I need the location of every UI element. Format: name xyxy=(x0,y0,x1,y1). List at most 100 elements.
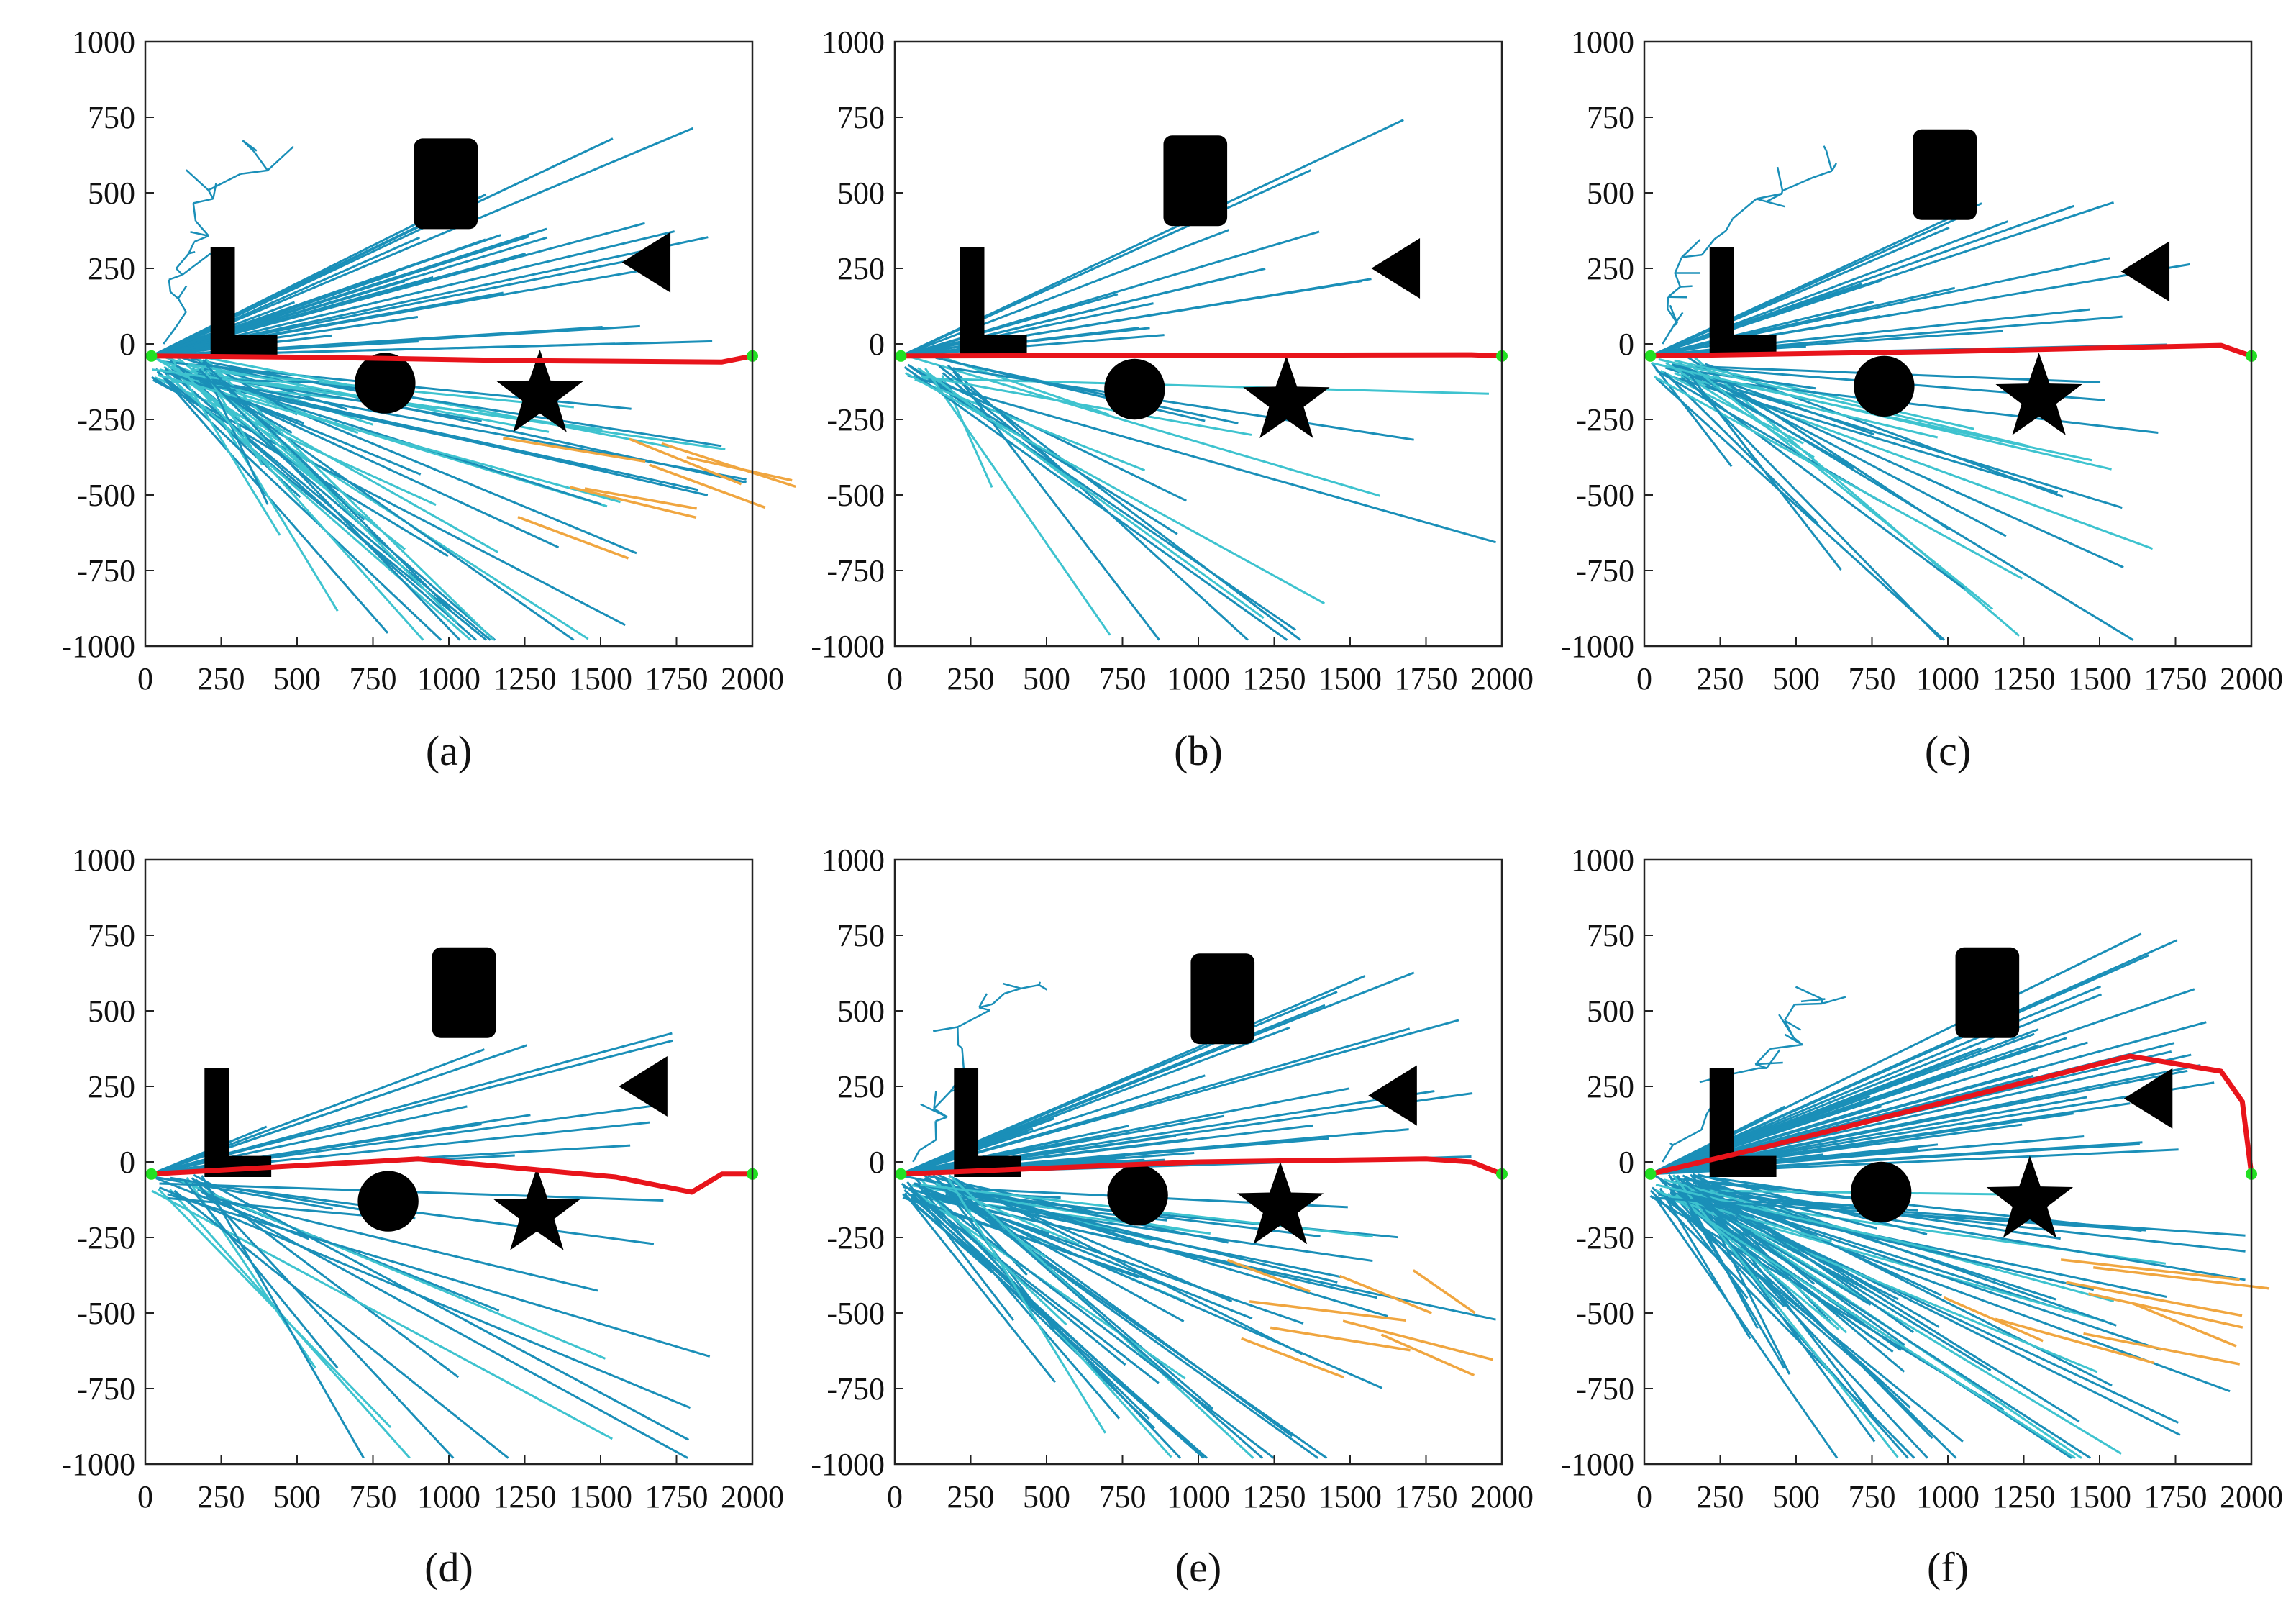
x-tick-label: 750 xyxy=(350,1479,397,1514)
tree-branch xyxy=(151,1189,613,1440)
tree-branch xyxy=(1693,1191,2161,1351)
tree-branch xyxy=(947,1178,1106,1434)
orange-branch xyxy=(629,437,742,486)
tree-branch xyxy=(176,364,293,434)
x-tick-label: 250 xyxy=(198,1479,245,1514)
x-tick-label: 1500 xyxy=(2068,1479,2131,1514)
obstacle-triangle xyxy=(1368,1065,1417,1126)
y-tick-label: 750 xyxy=(837,100,885,135)
tree-branch xyxy=(156,371,442,641)
y-tick-label: -750 xyxy=(77,553,135,589)
obstacle-rectangle xyxy=(1190,953,1255,1045)
tree-branch xyxy=(152,378,626,627)
tree-branch xyxy=(1674,273,1682,288)
orange-branch xyxy=(2066,1281,2243,1317)
orange-branch xyxy=(503,437,646,463)
obstacle-triangle xyxy=(619,1056,668,1117)
obstacle-star xyxy=(1986,1155,2074,1238)
tree-branch xyxy=(176,253,190,269)
tree-branch xyxy=(1649,211,1972,358)
tree-branch xyxy=(1665,362,1815,458)
tree-branch xyxy=(188,241,196,254)
y-tick-label: -500 xyxy=(1576,1296,1634,1331)
x-tick-label: 250 xyxy=(198,661,245,696)
tree-branch xyxy=(163,365,589,640)
tree-branch xyxy=(1698,1190,1876,1420)
obstacle-circle xyxy=(1850,1161,1912,1223)
tree-branch xyxy=(183,372,424,641)
tree-branch xyxy=(1756,193,1782,200)
y-tick-label: 1000 xyxy=(72,842,135,878)
tree-branch xyxy=(193,1173,690,1441)
tree-branch xyxy=(1667,286,1681,298)
y-tick-label: 1000 xyxy=(821,842,885,878)
tree-branch xyxy=(1725,218,1734,232)
y-tick-label: 250 xyxy=(1587,1069,1634,1104)
tree-branch xyxy=(192,203,197,222)
tree-branch xyxy=(903,1189,1208,1459)
tree-branch xyxy=(208,173,241,191)
tree-branch xyxy=(1701,238,1716,255)
y-tick-label: 750 xyxy=(88,100,135,135)
x-tick-label: 500 xyxy=(1023,1479,1070,1514)
obstacle-circle xyxy=(1854,355,1915,417)
tree-branch xyxy=(204,358,495,641)
tree-branch xyxy=(952,371,1160,641)
tree-branch xyxy=(1654,376,2023,580)
tree-branch xyxy=(1681,239,1701,258)
tree-branch xyxy=(205,1195,598,1292)
obstacle-star xyxy=(1243,355,1330,439)
orange-branch xyxy=(1241,1337,1345,1379)
tree-branch xyxy=(1692,1175,2117,1327)
obstacles xyxy=(210,138,671,432)
y-tick-label: -750 xyxy=(826,1371,885,1407)
tree-branch xyxy=(1831,163,1837,172)
obstacle-circle xyxy=(355,353,416,414)
y-tick-label: -250 xyxy=(826,1220,885,1255)
tree-branch xyxy=(150,234,501,358)
tree-branch xyxy=(1784,1019,1802,1031)
orange-branch xyxy=(2088,1292,2243,1329)
tree-branch xyxy=(151,1032,673,1176)
tree-branch xyxy=(157,373,621,504)
y-tick-label: -250 xyxy=(1576,1220,1634,1255)
y-tick-label: 750 xyxy=(1587,100,1634,135)
y-tick-label: -250 xyxy=(1576,402,1634,437)
obstacles xyxy=(204,947,668,1250)
tree-branch xyxy=(1700,1114,1708,1130)
tree-branch xyxy=(201,1191,688,1459)
x-tick-label: 250 xyxy=(947,661,995,696)
y-tick-label: 500 xyxy=(837,994,885,1029)
x-tick-label: 1000 xyxy=(1167,661,1230,696)
obstacle-triangle xyxy=(2123,1068,2173,1129)
tree-branch xyxy=(978,993,988,1008)
orange-branch xyxy=(1412,1269,1476,1314)
tree-branch xyxy=(1655,377,1946,641)
tree-branch xyxy=(914,1177,1182,1459)
tree-branch xyxy=(170,371,477,641)
tree-branch xyxy=(928,372,1080,489)
orange-branch xyxy=(584,487,697,510)
start-point xyxy=(1644,1168,1657,1180)
obstacle-star xyxy=(493,1168,580,1250)
y-tick-label: 500 xyxy=(1587,176,1634,211)
tree-branch xyxy=(919,1139,937,1151)
tree-branch xyxy=(1755,1061,1783,1066)
tree-branch xyxy=(1655,1184,1938,1252)
tree-branch xyxy=(1021,984,1039,990)
tree-branch xyxy=(933,1091,937,1109)
tree-branch xyxy=(942,1176,1264,1459)
x-tick-label: 750 xyxy=(1099,661,1147,696)
tree-branch xyxy=(933,1090,952,1109)
x-tick-label: 250 xyxy=(1697,661,1744,696)
obstacle-l-shape xyxy=(954,1068,1021,1177)
tree-branch xyxy=(1766,1049,1781,1069)
y-tick-label: 1000 xyxy=(821,24,885,60)
planned-path xyxy=(1649,1053,2254,1177)
tree-branch xyxy=(177,298,187,313)
tree-branch xyxy=(957,1009,990,1028)
y-tick-label: 0 xyxy=(119,327,135,362)
tree-branch xyxy=(166,373,472,641)
x-tick-label: 2000 xyxy=(721,661,784,696)
tree-branch xyxy=(991,992,1006,1005)
